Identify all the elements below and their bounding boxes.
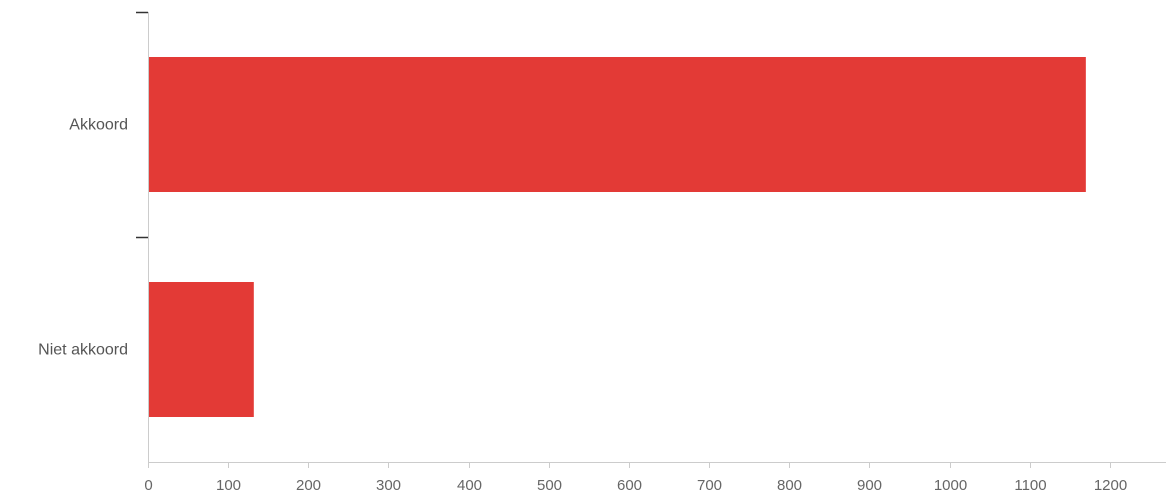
x-tick-label: 600 — [617, 477, 642, 494]
x-tick-label: 0 — [144, 477, 152, 494]
category-label: Niet akkoord — [38, 342, 128, 359]
x-tick-label: 1100 — [1014, 477, 1046, 494]
x-tick-label: 300 — [376, 477, 401, 494]
x-tick-label: 1200 — [1094, 477, 1127, 494]
category-label: Akkoord — [69, 117, 128, 134]
x-tick-label: 500 — [537, 477, 562, 494]
x-tick-label: 1000 — [934, 477, 967, 494]
x-tick-label: 200 — [296, 477, 321, 494]
bars-group — [148, 57, 1086, 417]
labels-group: Akkoord Niet akkoord 0 100 200 300 400 500 600 70… — [38, 117, 1127, 495]
x-tick-label: 100 — [216, 477, 241, 494]
bar-akkoord — [148, 57, 1086, 192]
x-tick-label: 400 — [457, 477, 482, 494]
axes-group — [136, 11, 1166, 468]
x-tick-label: 700 — [697, 477, 722, 494]
x-tick-label: 900 — [857, 477, 882, 494]
x-tick-label: 800 — [777, 477, 802, 494]
bar-niet-akkoord — [148, 282, 254, 417]
